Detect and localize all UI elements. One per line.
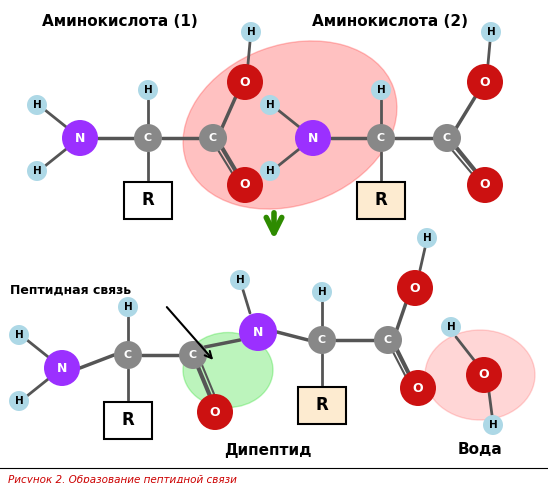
Text: O: O: [239, 75, 250, 88]
Text: N: N: [253, 326, 263, 339]
Circle shape: [441, 317, 461, 337]
Circle shape: [9, 391, 29, 411]
Circle shape: [44, 350, 80, 386]
Text: Вода: Вода: [458, 442, 503, 457]
FancyBboxPatch shape: [357, 182, 405, 218]
Circle shape: [483, 415, 503, 435]
Circle shape: [367, 124, 395, 152]
Circle shape: [227, 167, 263, 203]
Text: C: C: [318, 335, 326, 345]
Circle shape: [260, 95, 280, 115]
Circle shape: [114, 341, 142, 369]
Text: H: H: [489, 420, 498, 430]
FancyBboxPatch shape: [298, 386, 346, 424]
Text: H: H: [236, 275, 244, 285]
Text: N: N: [75, 131, 85, 144]
Circle shape: [138, 80, 158, 100]
Circle shape: [9, 325, 29, 345]
Text: H: H: [33, 166, 42, 176]
Circle shape: [397, 270, 433, 306]
FancyBboxPatch shape: [124, 182, 172, 218]
Ellipse shape: [183, 332, 273, 408]
Text: C: C: [209, 133, 217, 143]
Circle shape: [400, 370, 436, 406]
Text: H: H: [144, 85, 152, 95]
Circle shape: [62, 120, 98, 156]
Text: C: C: [144, 133, 152, 143]
Text: H: H: [447, 322, 455, 332]
Circle shape: [241, 22, 261, 42]
Circle shape: [417, 228, 437, 248]
Circle shape: [466, 357, 502, 393]
Circle shape: [481, 22, 501, 42]
Circle shape: [27, 95, 47, 115]
Circle shape: [371, 80, 391, 100]
Text: O: O: [210, 406, 220, 418]
Circle shape: [197, 394, 233, 430]
Circle shape: [308, 326, 336, 354]
Circle shape: [230, 270, 250, 290]
Text: O: O: [413, 382, 423, 395]
Circle shape: [433, 124, 461, 152]
Text: O: O: [480, 179, 490, 191]
Circle shape: [260, 161, 280, 181]
Circle shape: [467, 167, 503, 203]
Text: H: H: [15, 396, 24, 406]
Text: N: N: [308, 131, 318, 144]
Text: H: H: [124, 302, 133, 312]
Circle shape: [239, 313, 277, 351]
Circle shape: [227, 64, 263, 100]
Text: O: O: [410, 282, 420, 295]
Circle shape: [27, 161, 47, 181]
Text: H: H: [423, 233, 431, 243]
Text: C: C: [189, 350, 197, 360]
Text: O: O: [239, 179, 250, 191]
Text: H: H: [318, 287, 327, 297]
Text: R: R: [141, 191, 155, 209]
Circle shape: [134, 124, 162, 152]
Text: R: R: [122, 411, 134, 429]
Text: O: O: [480, 75, 490, 88]
Ellipse shape: [425, 330, 535, 420]
FancyBboxPatch shape: [104, 401, 152, 439]
Text: C: C: [443, 133, 451, 143]
Text: H: H: [266, 100, 275, 110]
Text: H: H: [266, 166, 275, 176]
Text: R: R: [375, 191, 387, 209]
Text: H: H: [376, 85, 385, 95]
Text: O: O: [479, 369, 489, 382]
Text: H: H: [247, 27, 255, 37]
Text: C: C: [377, 133, 385, 143]
Text: Аминокислота (2): Аминокислота (2): [312, 14, 468, 29]
Text: Пептидная связь: Пептидная связь: [10, 284, 131, 297]
Text: N: N: [57, 361, 67, 374]
Ellipse shape: [183, 41, 397, 209]
Circle shape: [374, 326, 402, 354]
Circle shape: [312, 282, 332, 302]
Circle shape: [199, 124, 227, 152]
Text: Дипептид: Дипептид: [224, 442, 312, 457]
Text: Аминокислота (1): Аминокислота (1): [42, 14, 198, 29]
Text: H: H: [33, 100, 42, 110]
Circle shape: [179, 341, 207, 369]
Text: R: R: [316, 396, 328, 414]
Circle shape: [467, 64, 503, 100]
Text: H: H: [15, 330, 24, 340]
Text: C: C: [124, 350, 132, 360]
Text: H: H: [487, 27, 495, 37]
Circle shape: [118, 297, 138, 317]
Text: C: C: [384, 335, 392, 345]
Circle shape: [295, 120, 331, 156]
Text: Рисунок 2. Образование пептидной связи: Рисунок 2. Образование пептидной связи: [8, 475, 237, 483]
